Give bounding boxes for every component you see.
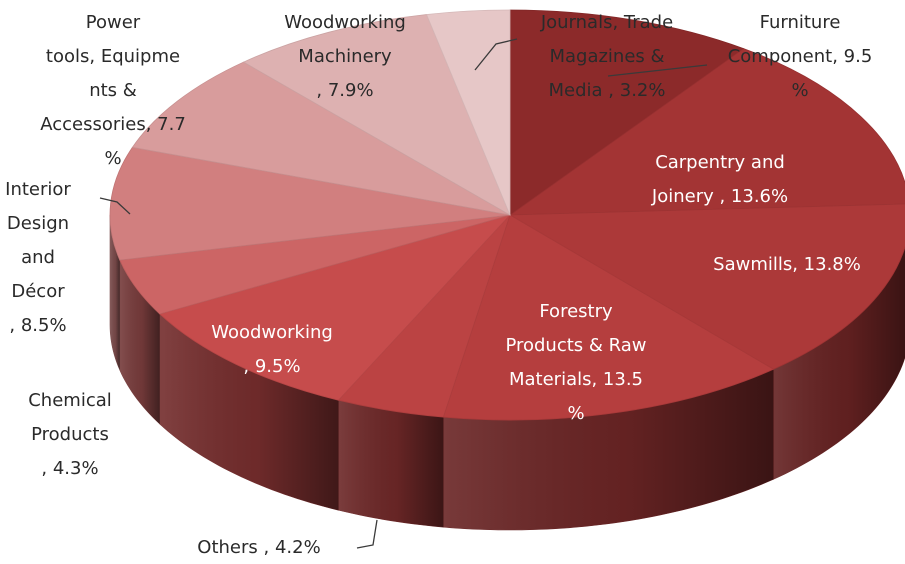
pie-side-shade-chemical-products	[119, 260, 160, 424]
data-label-interior-design-and-d-cor: Interior Design and Décor, 8.5%	[5, 179, 71, 336]
pie-slice-sawmills	[508, 203, 905, 370]
data-label-power-tools-equipments-accessories: Power tools, Equipme nts & Accessories, 7.7…	[40, 12, 186, 169]
leader-line-furniture-component	[607, 64, 708, 77]
leader-line-others	[356, 519, 378, 549]
pie-slice-journals-trade-magazines-media	[426, 9, 511, 216]
pie-side-shade-interior-design-and-d-cor	[110, 215, 120, 371]
pie-slice-furniture-component	[509, 9, 745, 216]
data-label-others: Others , 4.2%	[197, 537, 320, 558]
pie-slice-woodworking	[158, 214, 512, 401]
pie-slice-carpentry-and-joinery	[508, 48, 905, 216]
leader-line-interior-design-and-d-cor	[99, 197, 131, 215]
pie-top	[109, 9, 905, 421]
data-label-carpentry-and-joinery: Carpentry and Joinery , 13.6%	[651, 152, 788, 207]
data-label-furniture-component: Furniture Component, 9.5%	[728, 12, 873, 101]
pie-slice-power-tools-equipments-accessories	[131, 61, 511, 216]
pie-leader-lines	[99, 38, 708, 549]
data-label-forestry-products-raw-materials: Forestry Products & Raw Materials, 13.5%	[505, 301, 646, 424]
pie-side-shade-sawmills	[773, 247, 905, 480]
pie-slice-forestry-products-raw-materials	[442, 214, 775, 421]
pie-sides	[109, 214, 905, 531]
leader-line-journals-trade-magazines-media	[474, 38, 518, 71]
data-label-woodworking-machinery: Woodworking Machinery, 7.9%	[284, 12, 406, 101]
data-label-chemical-products: Chemical Products, 4.3%	[28, 390, 112, 479]
pie-side-shade-woodworking	[159, 313, 339, 511]
pie-slice-woodworking-machinery	[242, 14, 511, 216]
data-label-journals-trade-magazines-media: Journals, Trade Magazines & Media , 3.2%	[540, 12, 673, 101]
pie-labels: Furniture Component, 9.5 % Carpentry and Joi…	[5, 12, 872, 558]
pie-slice-interior-design-and-d-cor	[109, 146, 511, 261]
data-label-woodworking: Woodworking, 9.5%	[211, 322, 333, 377]
pie-side-shade-forestry-products-raw-materials	[443, 369, 774, 530]
pie-side-shade-others	[338, 400, 444, 528]
data-label-sawmills: Sawmills, 13.8%	[713, 254, 861, 275]
